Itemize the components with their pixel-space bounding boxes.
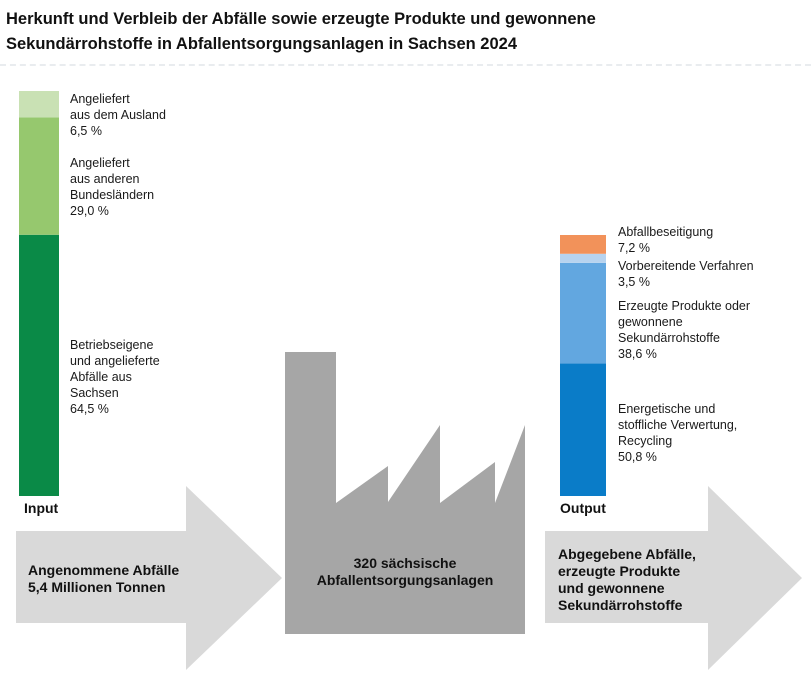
output-bar-segment-2 [560, 253, 606, 263]
input-flow-arrow [16, 486, 282, 670]
input-segment-label: Angeliefert aus anderen Bundesländern 29,0 … [70, 155, 154, 219]
segment-label-line: gewonnene [618, 315, 683, 329]
segment-label-line: Sachsen [70, 386, 119, 400]
output-bar-segment-1 [560, 262, 606, 364]
input-bar-segment-1 [19, 117, 59, 235]
segment-label-line: Betriebseigene [70, 338, 154, 352]
output-segment-label: Energetische und stoffliche Verwertung, Re… [618, 401, 737, 465]
output-column-label: Output [560, 500, 606, 516]
segment-value: 6,5 % [70, 124, 102, 138]
flow-text-line: und gewonnene [558, 580, 665, 596]
segment-value: 29,0 % [70, 204, 109, 218]
segment-label-line: Sekundärrohstoffe [618, 331, 720, 345]
output-bar-segment-0 [560, 363, 606, 496]
chart-title-line-1: Herkunft und Verbleib der Abfälle sowie … [6, 10, 596, 28]
flow-text-line: 320 sächsische [353, 555, 457, 571]
output-flow-text: Abgegebene Abfälle, erzeugte Produkte und … [558, 546, 696, 614]
factory-text: 320 sächsische Abfallentsorgungsanlagen [290, 555, 520, 589]
title-area: Herkunft und Verbleib der Abfälle sowie … [0, 0, 811, 66]
segment-label-line: Angeliefert [70, 156, 130, 170]
segment-label-line: aus dem Ausland [70, 108, 166, 122]
output-segment-label: Vorbereitende Verfahren 3,5 % [618, 258, 754, 290]
segment-label-line: Abfallbeseitigung [618, 225, 714, 239]
segment-value: 38,6 % [618, 347, 657, 361]
input-bar-segment-2 [19, 91, 59, 118]
input-flow-text: Angenommene Abfälle 5,4 Millionen Tonnen [28, 562, 179, 596]
segment-label-line: Erzeugte Produkte oder [618, 299, 751, 313]
factory-shape [285, 352, 525, 634]
segment-label-line: Recycling [618, 434, 673, 448]
flow-text-line: Sekundärrohstoffe [558, 597, 683, 613]
segment-value: 7,2 % [618, 241, 650, 255]
output-segment-label: Abfallbeseitigung 7,2 % [618, 224, 713, 256]
segment-value: 3,5 % [618, 275, 650, 289]
input-segment-label: Betriebseigene und angelieferte Abfälle au… [70, 337, 160, 417]
input-column-label: Input [24, 500, 59, 516]
segment-label-line: und angelieferte [70, 354, 160, 368]
flow-text-line: 5,4 Millionen Tonnen [28, 579, 166, 595]
output-segment-label: Erzeugte Produkte oder gewonnene Sekundärr… [618, 298, 750, 362]
segment-label-line: Vorbereitende Verfahren [618, 259, 754, 273]
flow-text-line: Abfallentsorgungsanlagen [316, 572, 494, 588]
output-bar-segment-3 [560, 235, 606, 254]
flow-text-line: Angenommene Abfälle [28, 562, 180, 578]
chart-title-line-2: Sekundärrohstoffe in Abfallentsorgungsan… [6, 35, 518, 53]
input-bar-segment-0 [19, 234, 59, 496]
segment-label-line: Angeliefert [70, 92, 130, 106]
segment-label-line: aus anderen [70, 172, 140, 186]
flow-text-line: Abgegebene Abfälle, [558, 546, 696, 562]
input-segment-label: Angeliefert aus dem Ausland 6,5 % [70, 91, 166, 139]
segment-label-line: Bundesländern [70, 188, 155, 202]
segment-label-line: Abfälle aus [70, 370, 132, 384]
segment-label-line: stoffliche Verwertung, [618, 418, 738, 432]
segment-value: 64,5 % [70, 402, 109, 416]
segment-label-line: Energetische und [618, 402, 716, 416]
segment-value: 50,8 % [618, 450, 657, 464]
output-flow-arrow [545, 486, 802, 670]
flow-text-line: erzeugte Produkte [558, 563, 681, 579]
